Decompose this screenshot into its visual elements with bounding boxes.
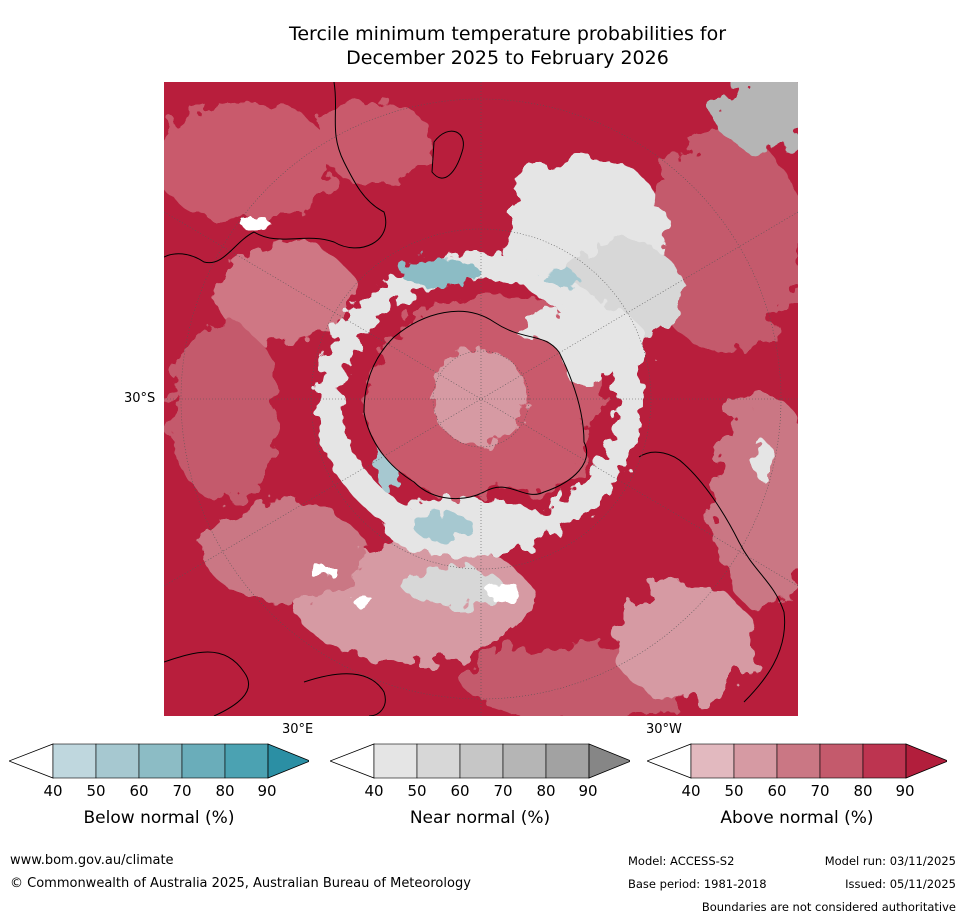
colorbar-tick: 50 <box>724 782 744 800</box>
title-line-1: Tercile minimum temperature probabilitie… <box>288 23 727 45</box>
colorbar-segment <box>776 743 821 779</box>
colorbar-tick: 80 <box>853 782 873 800</box>
circumpolar-ring <box>316 254 642 607</box>
coastlines <box>164 82 786 716</box>
colorbar-tick: 40 <box>364 782 384 800</box>
probability-map <box>164 82 798 716</box>
colorbar-tick: 90 <box>257 782 277 800</box>
colorbar-extend-high <box>267 743 309 779</box>
colorbar-tick: 80 <box>536 782 556 800</box>
colorbar-extend-high <box>905 743 947 779</box>
colorbar-segment <box>416 743 461 779</box>
colorbar-segment <box>502 743 547 779</box>
colorbar-extend-high <box>588 743 630 779</box>
colorbar-segment <box>52 743 97 779</box>
latitude-label-30s: 30°S <box>124 391 156 406</box>
base-period-text: Base period: 1981-2018 <box>628 877 767 891</box>
colorbar-tick: 70 <box>172 782 192 800</box>
model-run-text: Model run: 03/11/2025 <box>824 854 956 868</box>
colorbar-tick: 70 <box>810 782 830 800</box>
above-normal-colorbar-fill <box>647 743 947 779</box>
colorbar-tick: 50 <box>407 782 427 800</box>
above-normal-label: Above normal (%) <box>720 808 874 828</box>
colorbar-segment <box>819 743 864 779</box>
colorbar-tick: 40 <box>43 782 63 800</box>
longitude-label-30w: 30°W <box>646 722 682 737</box>
colorbar-tick: 40 <box>681 782 701 800</box>
white-patches <box>240 214 774 608</box>
above-normal-colorbar <box>647 743 947 779</box>
near-normal-colorbar <box>330 743 630 779</box>
model-text: Model: ACCESS-S2 <box>628 854 735 868</box>
colorbar-tick: 50 <box>86 782 106 800</box>
below-normal-colorbar <box>9 743 309 779</box>
colorbar-segment <box>545 743 590 779</box>
colorbar-segment <box>862 743 907 779</box>
graticule <box>164 82 798 716</box>
near-normal-ticks: 40 50 60 70 80 90 <box>330 782 630 802</box>
disclaimer-text: Boundaries are not considered authoritat… <box>701 900 956 914</box>
colorbar-extend-low <box>647 743 692 779</box>
antarctica-coastline <box>363 310 588 500</box>
colorbar-tick: 60 <box>767 782 787 800</box>
colorbar-segment <box>373 743 418 779</box>
colorbar-tick: 70 <box>493 782 513 800</box>
colorbar-extend-low <box>9 743 54 779</box>
near-normal-colorbar-fill <box>330 743 630 779</box>
title-line-2: December 2025 to February 2026 <box>346 47 669 69</box>
longitude-label-30e: 30°E <box>282 722 314 737</box>
near-normal-label: Near normal (%) <box>409 808 551 828</box>
colorbar-segment <box>224 743 269 779</box>
below-normal-label: Below normal (%) <box>83 808 235 828</box>
colorbar-extend-low <box>330 743 375 779</box>
colorbar-tick: 60 <box>129 782 149 800</box>
colorbar-segment <box>95 743 140 779</box>
colorbar-segment <box>181 743 226 779</box>
colorbar-segment <box>138 743 183 779</box>
colorbar-segment <box>733 743 778 779</box>
map-title: Tercile minimum temperature probabilitie… <box>0 22 965 70</box>
copyright-text: © Commonwealth of Australia 2025, Austra… <box>10 876 471 891</box>
colorbar-tick: 90 <box>895 782 915 800</box>
colorbar-segment <box>690 743 735 779</box>
colorbar-segment <box>459 743 504 779</box>
colorbar-tick: 60 <box>450 782 470 800</box>
map-svg <box>164 82 798 716</box>
below-normal-ticks: 40 50 60 70 80 90 <box>9 782 309 802</box>
below-normal-colorbar-fill <box>9 743 309 779</box>
colorbar-tick: 80 <box>215 782 235 800</box>
antarctica <box>364 311 587 499</box>
above-normal-ticks: 40 50 60 70 80 90 <box>647 782 947 802</box>
colorbar-tick: 90 <box>578 782 598 800</box>
website-text: www.bom.gov.au/climate <box>10 853 174 868</box>
issued-text: Issued: 05/11/2025 <box>845 877 956 891</box>
